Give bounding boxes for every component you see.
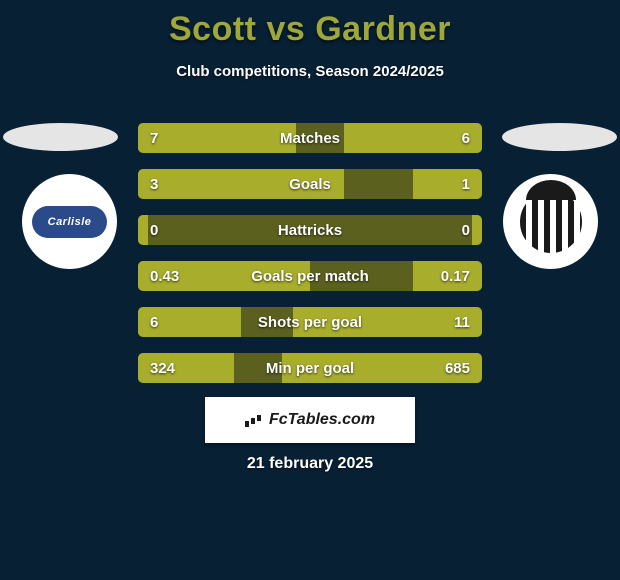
brand-text: FcTables.com: [269, 411, 375, 429]
stat-label: Hattricks: [138, 215, 482, 245]
club-logo-left: Carlisle: [22, 174, 117, 269]
stat-label: Matches: [138, 123, 482, 153]
shadow-ellipse-right: [502, 123, 617, 151]
shadow-ellipse-left: [3, 123, 118, 151]
carlisle-badge: Carlisle: [32, 206, 107, 238]
grimsby-badge: [512, 183, 590, 261]
stat-label: Shots per goal: [138, 307, 482, 337]
bar-chart-icon: [245, 413, 263, 427]
brand-badge: FcTables.com: [205, 397, 415, 443]
stat-row: 611Shots per goal: [138, 307, 482, 337]
date-label: 21 february 2025: [0, 455, 620, 473]
page-title: Scott vs Gardner: [0, 0, 620, 49]
stat-label: Goals per match: [138, 261, 482, 291]
stat-row: 0.430.17Goals per match: [138, 261, 482, 291]
stat-row: 00Hattricks: [138, 215, 482, 245]
stat-row: 31Goals: [138, 169, 482, 199]
stat-label: Min per goal: [138, 353, 482, 383]
club-logo-right: [503, 174, 598, 269]
comparison-bars: 76Matches 31Goals 00Hattricks 0.430.17Goals…: [138, 123, 482, 399]
stat-label: Goals: [138, 169, 482, 199]
stat-row: 76Matches: [138, 123, 482, 153]
stat-row: 324685Min per goal: [138, 353, 482, 383]
subtitle: Club competitions, Season 2024/2025: [0, 63, 620, 80]
